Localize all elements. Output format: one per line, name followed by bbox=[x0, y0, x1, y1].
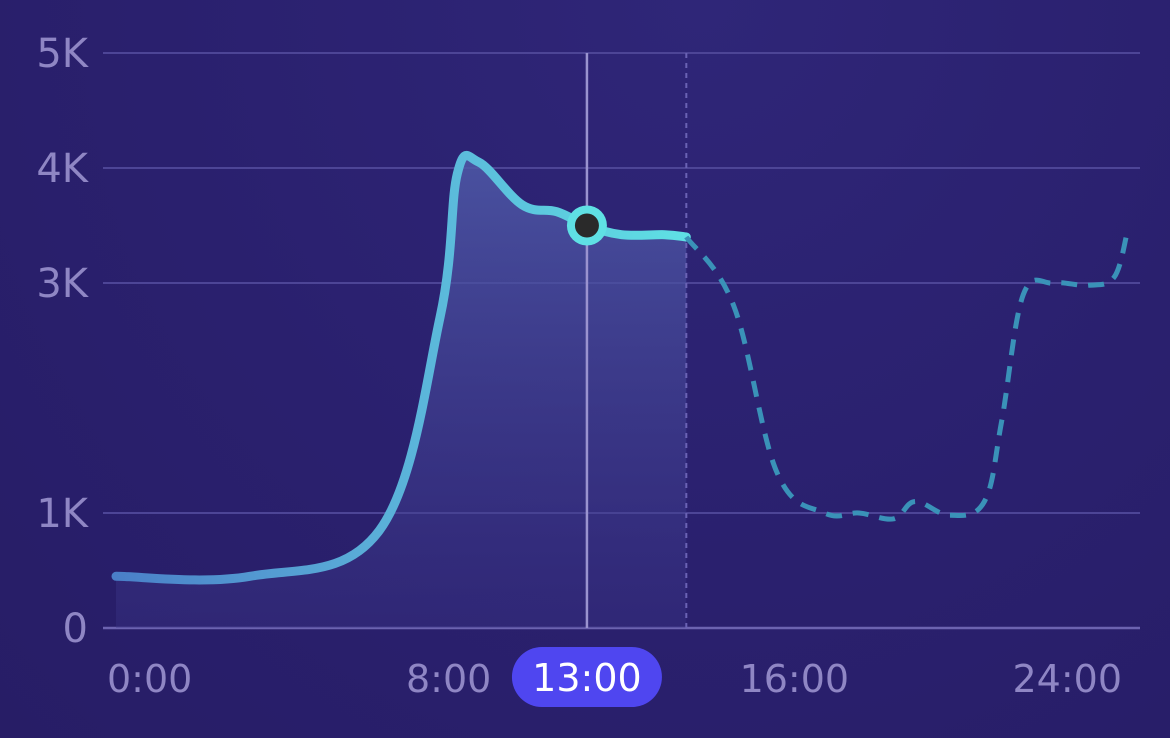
guide-lines bbox=[585, 53, 688, 628]
x-tick-label: 16:00 bbox=[740, 657, 850, 701]
series-line-solid bbox=[111, 150, 691, 585]
y-tick-label: 0 bbox=[63, 606, 88, 652]
series-line-dashed bbox=[684, 232, 1130, 522]
y-tick-label: 5K bbox=[36, 31, 89, 77]
series-lines bbox=[111, 150, 1130, 585]
area-under-line bbox=[116, 155, 687, 628]
x-tick-label: 24:00 bbox=[1012, 657, 1122, 701]
selected-time-label: 13:00 bbox=[532, 656, 642, 700]
y-tick-label: 3K bbox=[36, 261, 89, 307]
marker-group bbox=[566, 205, 607, 246]
selected-time-badge[interactable] bbox=[511, 647, 662, 707]
y-axis-ticks: 0 1K 3K 4K 5K bbox=[36, 31, 89, 652]
y-tick-label: 4K bbox=[36, 146, 89, 192]
x-axis-ticks: 0:00 8:00 16:00 24:00 bbox=[107, 657, 1122, 701]
x-tick-label: 0:00 bbox=[107, 657, 192, 701]
marker-dot bbox=[574, 213, 599, 238]
selected-time-badge-group[interactable]: 13:00 bbox=[511, 647, 662, 707]
x-tick-label: 8:00 bbox=[406, 657, 491, 701]
area-fill bbox=[116, 155, 687, 628]
y-tick-label: 1K bbox=[36, 491, 89, 537]
